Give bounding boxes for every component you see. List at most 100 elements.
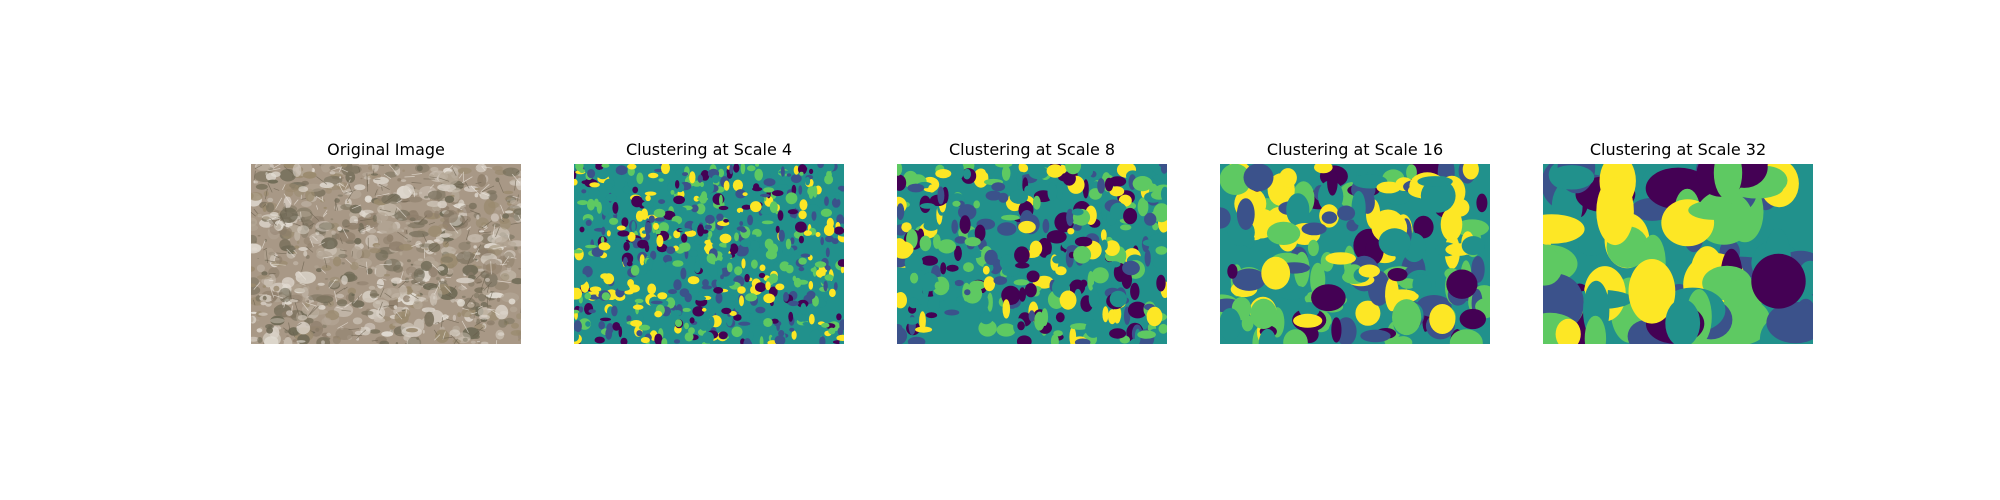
scale-16-region — [1266, 221, 1301, 245]
photo-texture-patch — [346, 222, 360, 230]
photo-texture-patch — [500, 269, 517, 281]
scale-4-region — [754, 168, 763, 181]
scale-8-region — [905, 317, 919, 325]
photo-texture-patch — [257, 234, 261, 237]
scale-8-region — [1016, 168, 1023, 188]
photo-texture-patch — [397, 334, 401, 336]
photo-texture-patch — [513, 213, 521, 221]
photo-texture-patch — [274, 307, 279, 311]
photo-grass-stroke — [334, 290, 338, 303]
scale-8-region — [1047, 182, 1058, 202]
scale-4-region — [684, 322, 689, 330]
photo-texture-patch — [265, 202, 275, 213]
scale-4-region — [615, 165, 628, 176]
photo-texture-patch — [349, 176, 352, 178]
scale-4-region — [676, 206, 687, 213]
photo-texture-patch — [424, 195, 429, 199]
scale-4-region — [581, 180, 591, 185]
photo-grass-stroke — [269, 286, 275, 298]
photo-texture-patch — [376, 278, 384, 289]
scale-4-region — [793, 165, 800, 175]
scale-4-region — [700, 181, 704, 187]
photo-texture-patch — [427, 190, 443, 200]
scale-4-region — [648, 172, 659, 179]
scale-4-region — [825, 247, 830, 258]
photo-texture-patch — [361, 310, 374, 316]
scale-4-region — [668, 289, 677, 295]
photo-texture-patch — [255, 183, 268, 190]
scale-4-region — [611, 165, 616, 173]
scale-4-region — [599, 317, 612, 322]
photo-grass-stroke — [429, 176, 437, 179]
scale-4-region — [693, 261, 701, 274]
scale-4-region — [697, 174, 703, 183]
photo-texture-patch — [392, 323, 401, 327]
scale-8-region — [998, 192, 1009, 203]
photo-texture-patch — [267, 179, 279, 184]
scale-8-region — [1071, 208, 1084, 216]
photo-texture-patch — [449, 329, 461, 337]
photo-grass-stroke — [396, 199, 403, 204]
scale-4-region — [751, 259, 758, 269]
scale-8-region — [954, 279, 964, 287]
scale-8-region — [987, 292, 993, 312]
scale-4-region — [582, 336, 589, 344]
scale-4-region — [824, 196, 829, 206]
scale-8-region — [921, 255, 938, 266]
scale-4-region — [634, 298, 644, 304]
scale-4-region — [759, 264, 766, 272]
scale-16-region — [1476, 193, 1488, 213]
scale-4-region — [836, 313, 842, 321]
photo-grass-stroke — [395, 312, 403, 320]
scale-4-region — [608, 239, 617, 246]
scale-32-region — [1543, 247, 1563, 286]
photo-grass-stroke — [445, 241, 449, 245]
photo-texture-patch — [513, 208, 521, 215]
photo-grass-stroke — [376, 284, 384, 287]
photo-texture-patch — [323, 301, 329, 306]
scale-8-region — [974, 224, 986, 242]
scale-16-region — [1298, 302, 1320, 318]
photo-texture-patch — [375, 300, 381, 305]
scale-4-region — [594, 336, 605, 344]
scale-4-region — [706, 253, 716, 264]
photo-texture-patch — [518, 338, 520, 342]
scale-4-region — [744, 266, 754, 271]
photo-texture-patch — [332, 256, 342, 267]
photo-grass-stroke — [490, 309, 500, 316]
photo-grass-stroke — [495, 340, 498, 344]
scale-4-region — [644, 222, 652, 234]
scale-4-region — [618, 326, 623, 338]
scale-8-region — [1144, 249, 1151, 267]
scale-4-region — [639, 254, 645, 266]
scale-4-region — [627, 164, 637, 170]
scale-4-region — [750, 240, 760, 251]
scale-4-region — [591, 247, 604, 257]
scale-8-region — [925, 312, 938, 319]
scale-4-region — [720, 274, 724, 280]
photo-texture-patch — [416, 165, 423, 172]
photo-texture-patch — [413, 300, 423, 310]
photo-texture-patch — [315, 221, 333, 232]
scale-4-region — [665, 261, 675, 267]
scale-4-region — [834, 192, 840, 200]
scale-4-region — [641, 201, 654, 208]
photo-texture-patch — [461, 295, 466, 298]
scale-4-region — [759, 336, 764, 344]
scale-4-region — [678, 228, 691, 232]
photo-texture-patch — [442, 232, 453, 237]
photo-texture-patch — [336, 299, 348, 307]
photo-grass-stroke — [431, 263, 441, 273]
scale-8-region — [946, 264, 959, 272]
photo-grass-stroke — [511, 173, 521, 184]
scale-4-region — [747, 165, 756, 172]
photo-grass-stroke — [405, 230, 408, 234]
scale-4-region — [675, 168, 683, 177]
scale-4-region — [824, 174, 834, 185]
photo-texture-patch — [279, 207, 298, 223]
scale-4-region — [775, 174, 782, 181]
photo-texture-patch — [295, 271, 316, 284]
photo-texture-patch — [400, 179, 407, 182]
scale-4-region — [701, 285, 713, 290]
photo-grass-stroke — [309, 222, 315, 227]
